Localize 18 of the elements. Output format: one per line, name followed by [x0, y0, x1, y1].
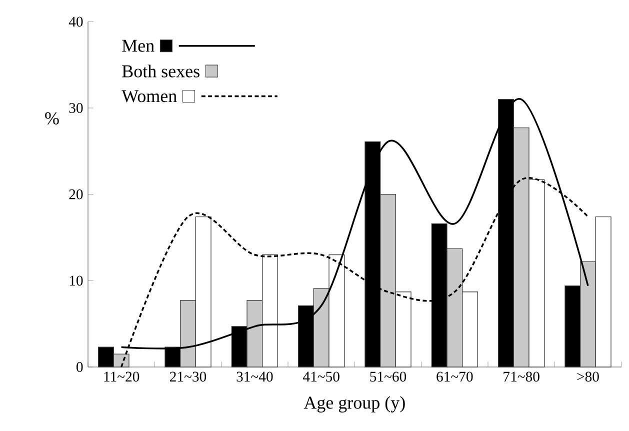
x-tick-label: 21~30 — [170, 372, 206, 382]
x-tick-label: 71~80 — [504, 372, 540, 382]
legend-label: Men — [122, 40, 154, 52]
x-tick-label: 11~20 — [104, 372, 140, 382]
legend-label: Women — [122, 90, 177, 102]
legend-label: Both sexes — [122, 64, 200, 78]
y-tick-label: 40 — [68, 16, 83, 27]
x-tick-label: 31~40 — [236, 372, 273, 382]
y-tick-label: 20 — [69, 189, 83, 200]
x-tick-label: 41~50 — [302, 372, 340, 382]
y-axis-title: % — [45, 112, 59, 124]
y-tick-label: 30 — [69, 103, 83, 113]
y-tick-label: 0 — [76, 362, 83, 372]
x-tick-label: 61~70 — [436, 372, 473, 382]
y-tick-label: 10 — [70, 276, 83, 286]
x-tick-label: 51~60 — [370, 372, 406, 382]
x-tick-label: >80 — [577, 372, 599, 382]
x-axis-title: Age group (y) — [304, 396, 405, 412]
